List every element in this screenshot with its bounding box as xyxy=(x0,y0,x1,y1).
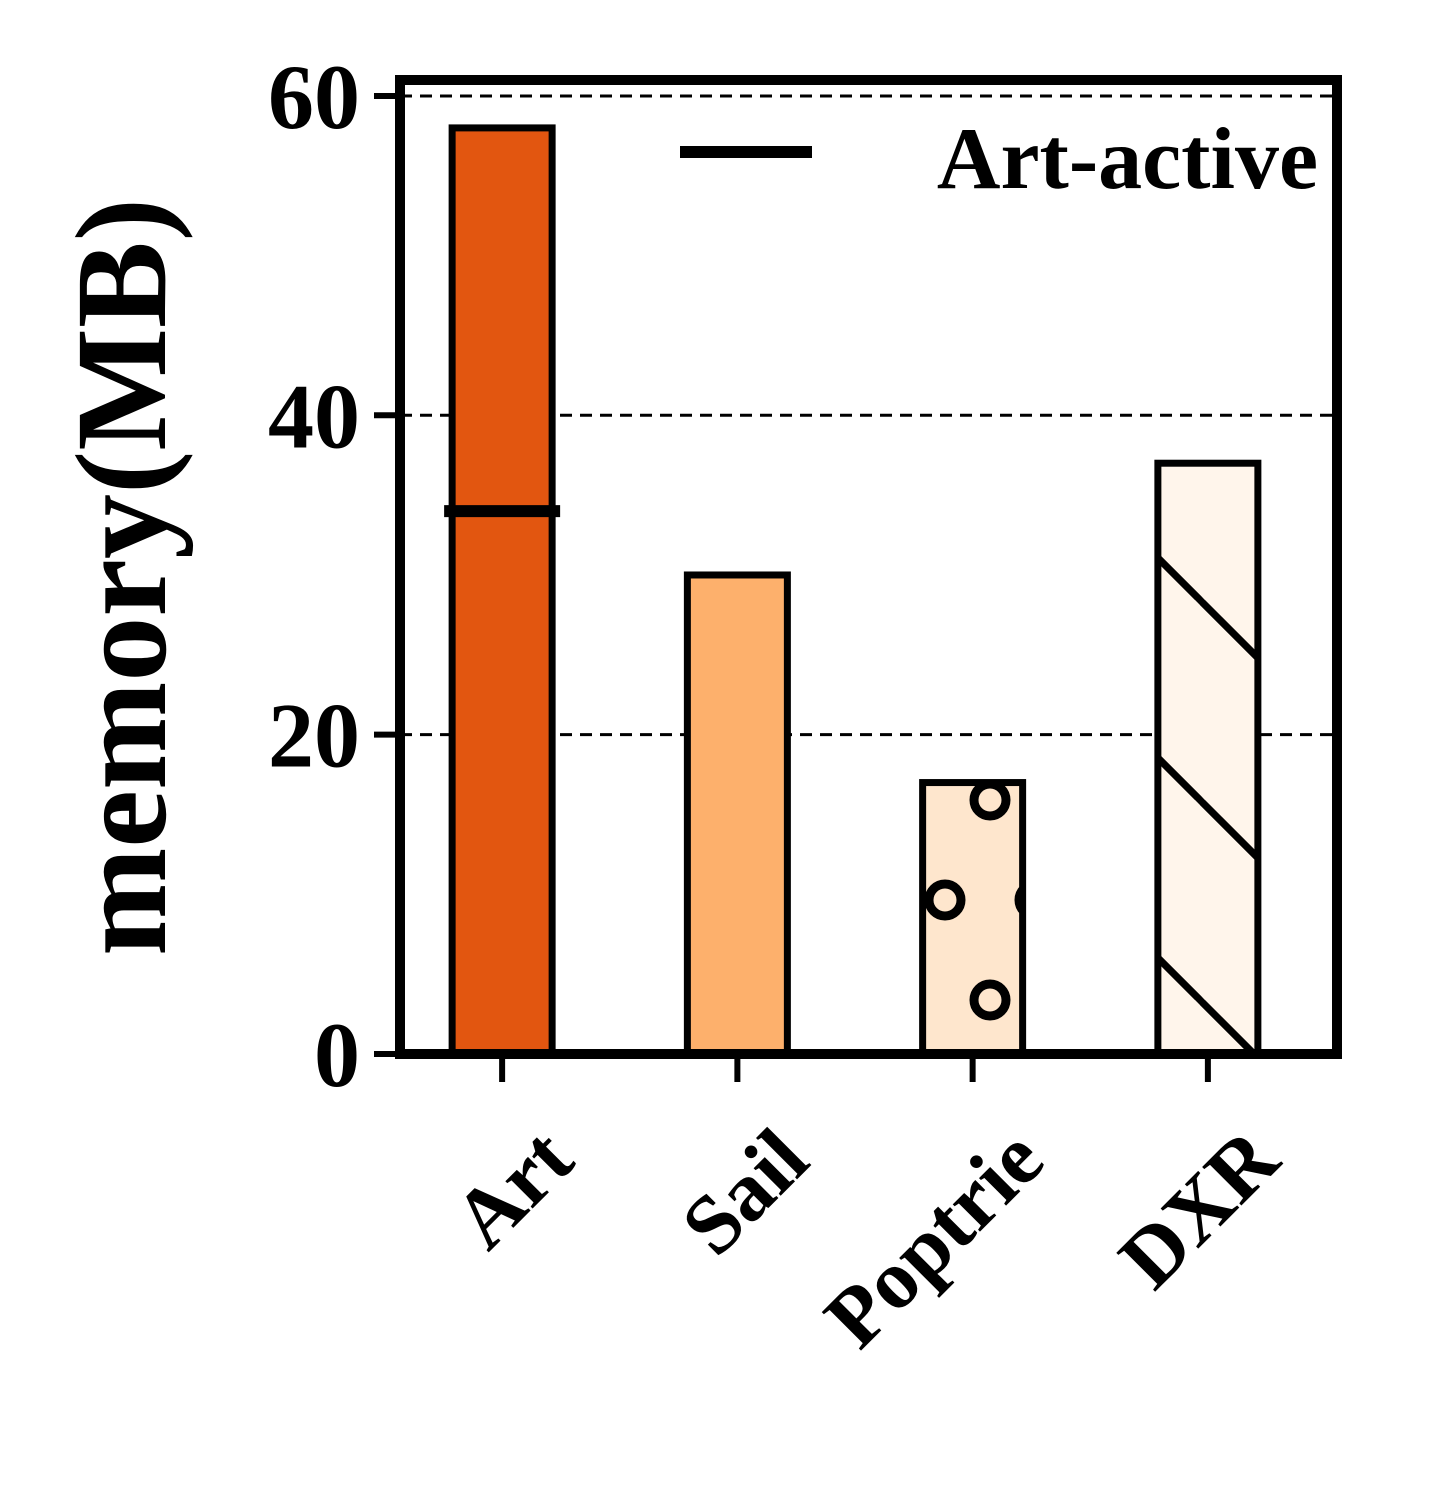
y-axis-ticks: 0 20 40 60 xyxy=(268,46,400,1106)
x-tick-label-poptrie: Poptrie xyxy=(807,1112,1061,1366)
y-tick-label: 0 xyxy=(314,1004,360,1106)
plot-frame xyxy=(395,75,1342,1059)
legend: Art-active xyxy=(680,111,1318,208)
x-tick-label-art: Art xyxy=(436,1112,591,1267)
y-tick-label: 20 xyxy=(268,685,360,787)
bar-hatch-dxr xyxy=(1157,463,1258,1054)
bar-art xyxy=(448,124,556,1058)
bar-fill-sail xyxy=(687,574,788,1054)
bars xyxy=(448,124,1262,1058)
bar-sail xyxy=(683,571,791,1058)
bar-dxr xyxy=(1154,459,1262,1058)
x-tick-label-dxr: DXR xyxy=(1102,1111,1297,1306)
y-tick-label: 60 xyxy=(268,46,360,148)
y-tick-label: 40 xyxy=(268,365,360,467)
bar-fill-art xyxy=(452,127,553,1055)
y-axis-title: memory(MB) xyxy=(50,198,194,956)
legend-label-art-active: Art-active xyxy=(937,111,1318,208)
bar-hatch-poptrie xyxy=(922,782,1023,1054)
x-tick-label-sail: Sail xyxy=(664,1112,826,1274)
bar-poptrie xyxy=(919,779,1027,1058)
